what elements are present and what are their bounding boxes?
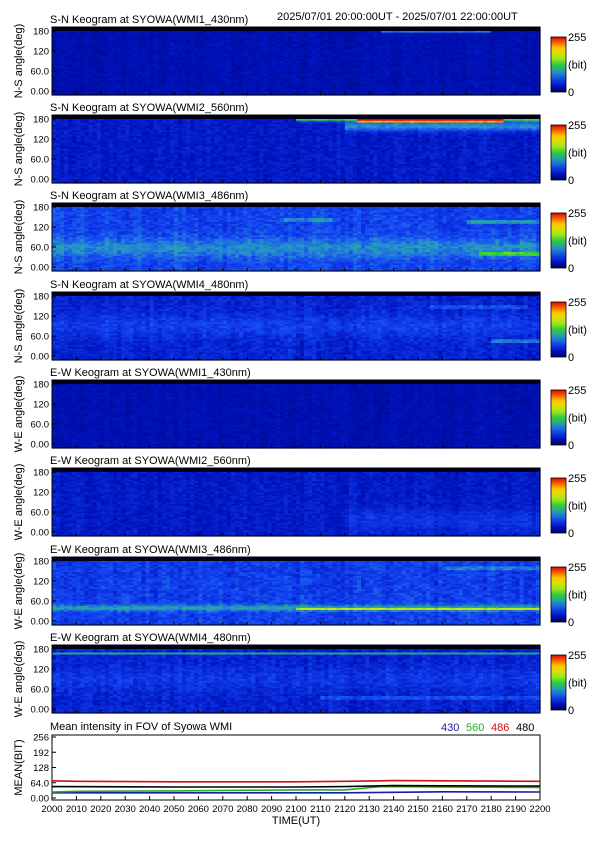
y-axis-label: N-S angle(deg)	[13, 24, 25, 99]
colorbar-max-label: 255	[568, 32, 586, 44]
no-data-strip	[52, 27, 540, 31]
heatmap-cells	[52, 27, 541, 96]
y-tick-label: 180	[33, 27, 49, 38]
keogram-panel: S-N Keogram at SYOWA(WMI2_560nm)18012060…	[13, 102, 587, 187]
time-range-header: 2025/07/01 20:00:00UT - 2025/07/01 22:00…	[277, 11, 518, 23]
colorbar-unit-label: (bit)	[568, 60, 587, 72]
panel-title: S-N Keogram at SYOWA(WMI1_430nm)	[50, 14, 248, 26]
y-tick-label: 0.00	[31, 87, 50, 98]
heatmap-cells	[52, 115, 541, 184]
keogram-panel: S-N Keogram at SYOWA(WMI1_430nm)180 120 60…	[13, 14, 587, 99]
y-tick-label: 120	[33, 47, 49, 58]
colorbar	[551, 37, 566, 92]
y-tick-label: 60.0	[31, 67, 50, 78]
panel-title: S-N Keogram at SYOWA(WMI2_560nm)	[50, 102, 248, 114]
colorbar-min-label: 0	[568, 87, 574, 99]
